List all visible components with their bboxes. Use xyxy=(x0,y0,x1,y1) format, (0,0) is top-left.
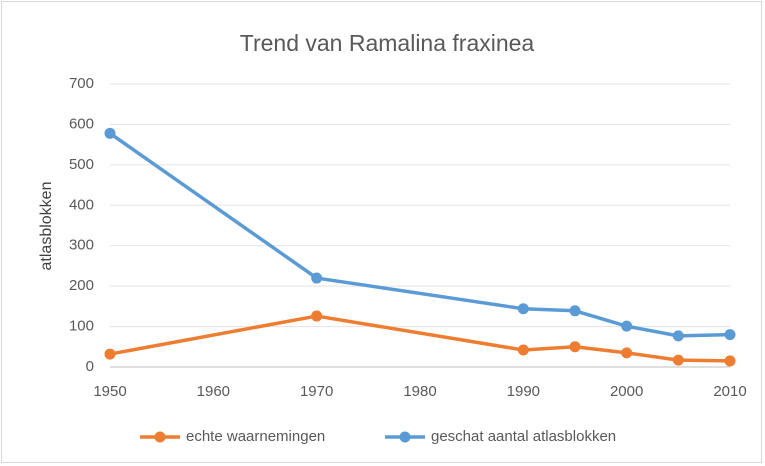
y-axis-label: atlasblokken xyxy=(38,182,55,271)
x-tick-label: 1960 xyxy=(197,383,230,400)
y-tick-label: 300 xyxy=(69,237,94,254)
data-point xyxy=(672,330,684,342)
y-tick-label: 700 xyxy=(69,75,94,92)
data-point xyxy=(724,355,736,367)
x-tick-label: 2010 xyxy=(713,383,746,400)
data-point xyxy=(517,303,529,315)
y-tick-label: 100 xyxy=(69,318,94,335)
data-point xyxy=(621,347,633,359)
data-point xyxy=(621,320,633,332)
y-tick-label: 500 xyxy=(69,156,94,173)
x-tick-label: 1990 xyxy=(507,383,540,400)
legend-marker xyxy=(399,431,411,443)
data-point xyxy=(104,348,116,360)
legend-marker xyxy=(154,431,166,443)
data-point xyxy=(311,272,323,284)
x-tick-label: 1950 xyxy=(93,383,126,400)
chart-title: Trend van Ramalina fraxinea xyxy=(240,30,535,56)
legend-label: echte waarnemingen xyxy=(186,428,325,445)
y-tick-label: 200 xyxy=(69,277,94,294)
y-tick-label: 400 xyxy=(69,196,94,213)
data-point xyxy=(517,344,529,356)
data-point xyxy=(724,329,736,341)
legend-label: geschat aantal atlasblokken xyxy=(431,428,616,445)
data-point xyxy=(569,305,581,317)
x-tick-label: 1980 xyxy=(403,383,436,400)
x-tick-label: 1970 xyxy=(300,383,333,400)
data-point xyxy=(672,354,684,366)
data-point xyxy=(104,127,116,139)
y-tick-label: 600 xyxy=(69,115,94,132)
data-point xyxy=(569,341,581,353)
x-tick-label: 2000 xyxy=(610,383,643,400)
data-point xyxy=(311,310,323,322)
y-tick-label: 0 xyxy=(86,358,94,375)
